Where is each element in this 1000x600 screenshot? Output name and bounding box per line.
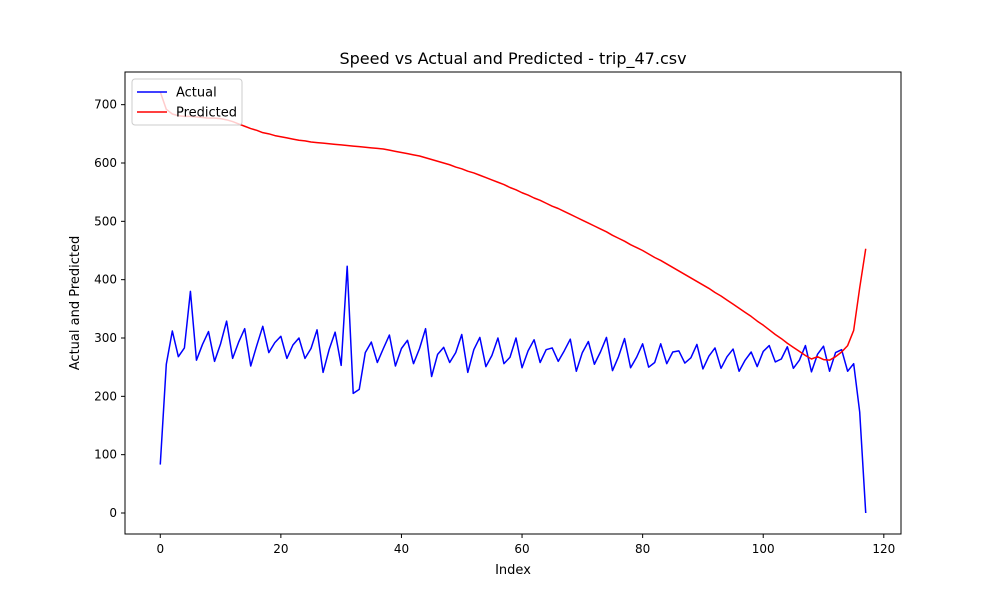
y-tick-label: 0 bbox=[109, 506, 117, 520]
x-tick-label: 40 bbox=[394, 542, 409, 556]
x-tick-label: 0 bbox=[156, 542, 164, 556]
y-tick-label: 400 bbox=[94, 273, 117, 287]
y-tick-label: 200 bbox=[94, 389, 117, 403]
x-tick-label: 100 bbox=[752, 542, 775, 556]
legend-label-actual: Actual bbox=[176, 86, 217, 101]
y-axis-ticks: 0 100 200 300 400 500 600 700 bbox=[94, 98, 125, 520]
series-line-actual bbox=[159, 265, 867, 514]
x-axis-ticks: 0 20 40 60 80 100 120 bbox=[156, 534, 895, 556]
series-line-predicted bbox=[159, 91, 867, 361]
series-layer bbox=[159, 91, 867, 514]
y-tick-label: 300 bbox=[94, 331, 117, 345]
x-tick-label: 120 bbox=[872, 542, 895, 556]
legend-label-predicted: Predicted bbox=[176, 106, 237, 121]
chart-title: Speed vs Actual and Predicted - trip_47.… bbox=[339, 49, 686, 69]
y-axis-label: Actual and Predicted bbox=[68, 236, 83, 370]
x-tick-label: 80 bbox=[635, 542, 650, 556]
legend: Actual Predicted bbox=[131, 78, 243, 126]
plot-frame bbox=[124, 71, 902, 535]
y-tick-label: 600 bbox=[94, 156, 117, 170]
y-tick-label: 700 bbox=[94, 98, 117, 112]
y-tick-label: 500 bbox=[94, 214, 117, 228]
legend-box bbox=[131, 78, 243, 126]
x-tick-label: 60 bbox=[514, 542, 529, 556]
y-tick-label: 100 bbox=[94, 448, 117, 462]
x-axis-label: Index bbox=[495, 563, 531, 578]
x-tick-label: 20 bbox=[273, 542, 288, 556]
